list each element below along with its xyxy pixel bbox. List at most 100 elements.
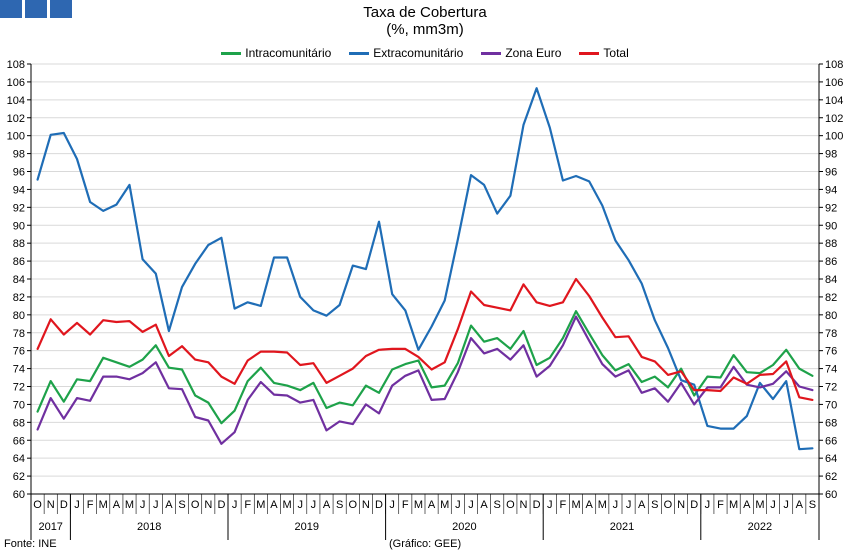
x-month-label: M (571, 499, 580, 511)
y-tick-label-right: 106 (825, 77, 843, 89)
x-month-label: A (743, 499, 751, 511)
y-tick-label-left: 106 (7, 77, 25, 89)
x-month-label: F (402, 499, 409, 511)
x-month-label: M (99, 499, 108, 511)
x-month-label: A (480, 499, 488, 511)
x-month-label: A (796, 499, 804, 511)
x-month-label: M (256, 499, 265, 511)
series-line-extracomunit-rio (36, 87, 814, 451)
x-month-label: A (323, 499, 331, 511)
y-tick-label-right: 82 (825, 292, 837, 304)
x-month-label: N (47, 499, 55, 511)
year-label: 2022 (748, 521, 772, 533)
y-tick-label-left: 72 (13, 382, 25, 394)
y-tick-label-right: 94 (825, 184, 837, 196)
legend-item-intracomunitario: Intracomunitário (221, 46, 331, 60)
x-month-label: J (613, 499, 619, 511)
legend-item-extracomunitario: Extracomunitário (349, 46, 463, 60)
chart-legend: Intracomunitário Extracomunitário Zona E… (0, 46, 850, 60)
x-month-label: J (297, 499, 303, 511)
x-month-label: S (651, 499, 658, 511)
year-label: 2019 (295, 521, 319, 533)
x-month-label: M (414, 499, 423, 511)
y-tick-label-right: 74 (825, 364, 837, 376)
y-tick-label-left: 70 (13, 399, 25, 411)
x-month-label: J (389, 499, 395, 511)
y-tick-label-right: 66 (825, 435, 837, 447)
chart-note: (Gráfico: GEE) (389, 538, 462, 550)
legend-swatch-total (579, 51, 600, 55)
y-tick-label-left: 100 (7, 131, 25, 143)
chart-title: Taxa de Cobertura (363, 4, 487, 21)
y-tick-label-left: 98 (13, 149, 25, 161)
x-month-label: J (232, 499, 238, 511)
y-tick-label-right: 70 (825, 399, 837, 411)
year-label: 2017 (38, 521, 62, 533)
year-label: 2021 (610, 521, 634, 533)
y-tick-label-right: 62 (825, 471, 837, 483)
logo-block-2 (25, 0, 47, 18)
x-month-label: F (717, 499, 724, 511)
x-month-label: S (336, 499, 343, 511)
legend-label-intracomunitario: Intracomunitário (245, 46, 332, 60)
legend-item-zona-euro: Zona Euro (481, 46, 561, 60)
y-tick-label-left: 86 (13, 256, 25, 268)
y-tick-label-left: 88 (13, 238, 25, 250)
y-tick-label-right: 100 (825, 131, 843, 143)
x-month-label: N (204, 499, 212, 511)
x-month-label: J (153, 499, 159, 511)
x-month-label: O (33, 499, 42, 511)
y-tick-label-left: 90 (13, 220, 25, 232)
y-tick-label-left: 62 (13, 471, 25, 483)
y-tick-label-left: 104 (7, 95, 25, 107)
legend-label-total: Total (603, 46, 629, 60)
y-tick-label-right: 98 (825, 149, 837, 161)
legend-label-extracomunitario: Extracomunitário (373, 46, 464, 60)
x-month-label: O (506, 499, 515, 511)
logo-block-1 (0, 0, 22, 18)
x-month-label: O (348, 499, 357, 511)
logo-block-3 (50, 0, 72, 18)
y-tick-label-left: 84 (13, 274, 25, 286)
x-month-label: J (74, 499, 80, 511)
legend-swatch-zona-euro (481, 51, 502, 55)
x-month-label: S (178, 499, 185, 511)
logo (0, 0, 72, 18)
y-tick-label-left: 96 (13, 167, 25, 179)
y-tick-label-left: 66 (13, 435, 25, 447)
y-tick-label-right: 60 (825, 489, 837, 501)
y-tick-label-right: 88 (825, 238, 837, 250)
y-tick-label-left: 92 (13, 202, 25, 214)
y-tick-label-right: 68 (825, 417, 837, 429)
y-tick-label-left: 68 (13, 417, 25, 429)
y-tick-label-right: 84 (825, 274, 837, 286)
x-month-label: S (494, 499, 501, 511)
chart-source: Fonte: INE (4, 538, 57, 550)
y-tick-label-right: 92 (825, 202, 837, 214)
y-tick-label-right: 96 (825, 167, 837, 179)
series-line-zona-euro (36, 315, 814, 445)
legend-swatch-extracomunitario (349, 51, 370, 55)
x-month-label: M (283, 499, 292, 511)
x-month-label: D (60, 499, 68, 511)
x-month-label: N (362, 499, 370, 511)
x-month-label: O (664, 499, 673, 511)
x-month-label: A (270, 499, 278, 511)
y-tick-label-left: 64 (13, 453, 25, 465)
x-month-label: J (770, 499, 776, 511)
x-month-label: N (677, 499, 685, 511)
y-tick-label-right: 76 (825, 346, 837, 358)
series-line-total (36, 277, 814, 401)
y-tick-label-left: 102 (7, 113, 25, 125)
y-tick-label-left: 94 (13, 184, 25, 196)
x-month-label: S (809, 499, 816, 511)
y-tick-label-left: 108 (7, 59, 25, 71)
x-month-label: F (87, 499, 94, 511)
x-month-label: F (560, 499, 567, 511)
legend-item-total: Total (579, 46, 629, 60)
x-month-label: D (375, 499, 383, 511)
y-tick-label-right: 78 (825, 328, 837, 340)
chart-subtitle: (%, mm3m) (386, 21, 464, 38)
y-tick-label-right: 90 (825, 220, 837, 232)
